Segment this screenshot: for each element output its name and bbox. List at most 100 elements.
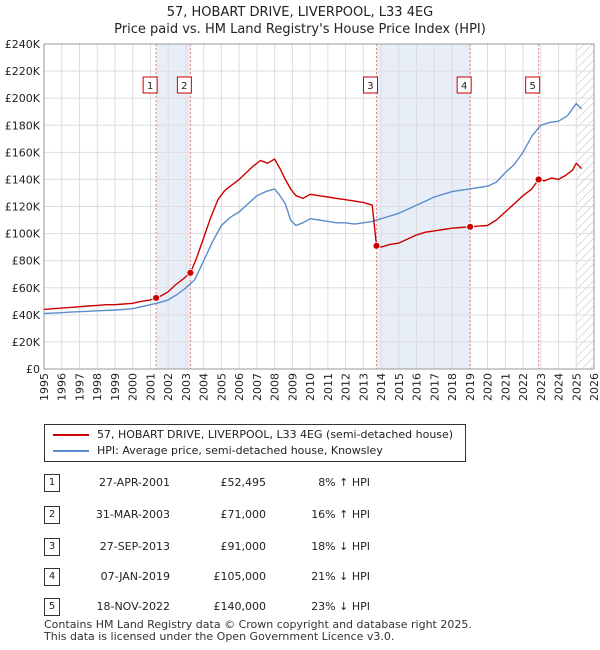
x-tick-label: 1999 <box>109 373 122 401</box>
transaction-price: £105,000 <box>213 570 267 583</box>
legend-label-property: 57, HOBART DRIVE, LIVERPOOL, L33 4EG (se… <box>97 428 454 441</box>
transaction-number: 3 <box>44 538 60 556</box>
transaction-price: £71,000 <box>220 508 267 521</box>
y-tick-label: £140K <box>5 173 41 186</box>
marker-label-1: 1 <box>147 81 153 92</box>
x-tick-label: 2017 <box>428 373 441 401</box>
transaction-hpi-diff: 16% ↑ HPI <box>311 508 370 521</box>
x-tick-label: 2021 <box>499 373 512 401</box>
x-tick-label: 2023 <box>535 373 548 401</box>
marker-label-4: 4 <box>461 81 467 92</box>
series-line-hpi <box>43 102 583 315</box>
y-tick-label: £20K <box>12 336 41 349</box>
transaction-hpi-diff: 23% ↓ HPI <box>311 600 370 613</box>
x-tick-label: 2015 <box>393 373 406 401</box>
transaction-number: 1 <box>44 474 60 492</box>
legend-swatch-property <box>53 434 89 436</box>
y-tick-label: £160K <box>5 146 41 159</box>
chart-title-line2: Price paid vs. HM Land Registry's House … <box>114 22 486 37</box>
table-row: 5 18-NOV-2022 £140,000 23% ↓ HPI <box>0 598 600 618</box>
x-tick-label: 2019 <box>464 373 477 401</box>
sale-point-5 <box>534 175 543 184</box>
marker-box-5 <box>525 76 541 94</box>
y-tick-label: £200K <box>5 92 41 105</box>
footer-attribution: Contains HM Land Registry data © Crown c… <box>44 619 472 643</box>
series-line-property <box>43 158 583 311</box>
transaction-price: £91,000 <box>220 540 267 553</box>
transaction-price: £52,495 <box>220 476 267 489</box>
transaction-date: 27-APR-2001 <box>98 476 170 489</box>
transaction-number: 4 <box>44 568 60 586</box>
marker-label-5: 5 <box>529 81 535 92</box>
y-tick-label: £120K <box>5 201 41 214</box>
x-tick-label: 2025 <box>570 373 583 401</box>
table-row: 3 27-SEP-2013 £91,000 18% ↓ HPI <box>0 538 600 558</box>
y-tick-label: £240K <box>5 38 41 51</box>
y-tick-label: £100K <box>5 228 41 241</box>
marker-box-2 <box>176 76 192 94</box>
x-tick-label: 2026 <box>588 373 600 401</box>
x-tick-label: 2006 <box>233 373 246 401</box>
transaction-date: 18-NOV-2022 <box>96 600 170 613</box>
table-row: 1 27-APR-2001 £52,495 8% ↑ HPI <box>0 474 600 494</box>
x-tick-label: 1995 <box>38 373 51 401</box>
y-tick-label: £180K <box>5 119 41 132</box>
x-tick-label: 2024 <box>553 373 566 401</box>
transaction-number: 2 <box>44 506 60 524</box>
y-tick-label: £0 <box>26 363 40 376</box>
marker-box-4 <box>456 76 472 94</box>
chart-title: 57, HOBART DRIVE, LIVERPOOL, L33 4EG Pri… <box>0 4 600 38</box>
x-tick-label: 2011 <box>322 373 335 401</box>
legend-item-hpi: HPI: Average price, semi-detached house,… <box>53 443 383 459</box>
y-tick-label: £80K <box>12 255 41 268</box>
x-tick-label: 2001 <box>144 373 157 401</box>
transaction-price: £140,000 <box>213 600 267 613</box>
transaction-date: 07-JAN-2019 <box>100 570 170 583</box>
x-tick-label: 1996 <box>56 373 69 401</box>
transaction-date: 31-MAR-2003 <box>95 508 170 521</box>
marker-box-1 <box>142 76 158 94</box>
legend-swatch-hpi <box>53 450 89 452</box>
footer-line2: This data is licensed under the Open Gov… <box>44 630 395 643</box>
x-tick-label: 2022 <box>517 373 530 401</box>
y-tick-label: £60K <box>12 282 41 295</box>
x-tick-label: 2007 <box>251 373 264 401</box>
footer-line1: Contains HM Land Registry data © Crown c… <box>44 618 472 631</box>
x-tick-label: 2004 <box>198 373 211 401</box>
x-tick-label: 2002 <box>162 373 175 401</box>
x-tick-label: 2014 <box>375 373 388 401</box>
table-row: 4 07-JAN-2019 £105,000 21% ↓ HPI <box>0 568 600 588</box>
sale-point-2 <box>186 268 195 277</box>
x-tick-label: 2018 <box>446 373 459 401</box>
x-tick-label: 2016 <box>411 373 424 401</box>
sale-point-1 <box>152 294 161 302</box>
marker-box-3 <box>362 76 378 94</box>
plot-frame <box>43 43 595 370</box>
x-tick-label: 2000 <box>127 373 140 401</box>
x-tick-label: 2003 <box>180 373 193 401</box>
x-tick-label: 1998 <box>91 373 104 401</box>
transaction-hpi-diff: 21% ↓ HPI <box>311 570 370 583</box>
marker-label-2: 2 <box>181 81 187 92</box>
transaction-hpi-diff: 8% ↑ HPI <box>318 476 370 489</box>
legend-label-hpi: HPI: Average price, semi-detached house,… <box>97 444 383 457</box>
transaction-number: 5 <box>44 598 60 616</box>
x-tick-label: 2010 <box>304 373 317 401</box>
x-tick-label: 1997 <box>73 373 86 401</box>
transaction-hpi-diff: 18% ↓ HPI <box>311 540 370 553</box>
sale-point-3 <box>372 241 381 250</box>
chart-title-line1: 57, HOBART DRIVE, LIVERPOOL, L33 4EG <box>166 5 434 20</box>
table-row: 2 31-MAR-2003 £71,000 16% ↑ HPI <box>0 506 600 526</box>
x-tick-label: 2020 <box>482 373 495 401</box>
x-tick-label: 2013 <box>357 373 370 401</box>
x-tick-label: 2012 <box>340 373 353 401</box>
legend-item-property: 57, HOBART DRIVE, LIVERPOOL, L33 4EG (se… <box>53 427 453 443</box>
marker-label-3: 3 <box>367 81 373 92</box>
price-chart: 1 2 3 4 5 £0 £20K £40K £60K £80K £100K £120K £140K £1… <box>5 38 600 401</box>
chart-legend: 57, HOBART DRIVE, LIVERPOOL, L33 4EG (se… <box>44 424 466 462</box>
x-tick-label: 2009 <box>286 373 299 401</box>
x-tick-label: 2008 <box>269 373 282 401</box>
y-tick-label: £220K <box>5 65 41 78</box>
y-tick-label: £40K <box>12 309 41 322</box>
transaction-date: 27-SEP-2013 <box>99 540 170 553</box>
